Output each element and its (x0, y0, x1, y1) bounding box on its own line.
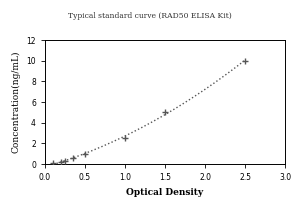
Y-axis label: Concentration(ng/mL): Concentration(ng/mL) (12, 51, 21, 153)
Text: Typical standard curve (RAD50 ELISA Kit): Typical standard curve (RAD50 ELISA Kit) (68, 12, 232, 20)
X-axis label: Optical Density: Optical Density (126, 188, 204, 197)
